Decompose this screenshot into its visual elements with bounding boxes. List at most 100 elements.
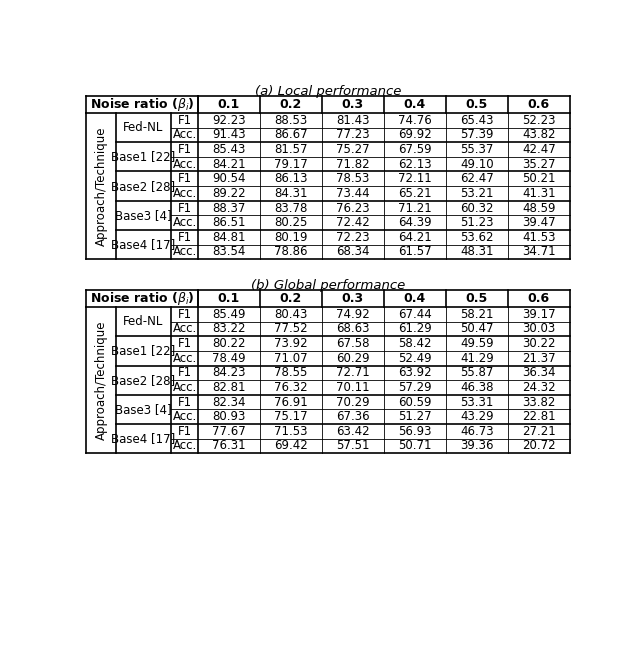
Text: Noise ratio ($\beta_i$): Noise ratio ($\beta_i$) [90, 290, 195, 307]
Text: 74.76: 74.76 [398, 114, 431, 127]
Text: 77.52: 77.52 [274, 322, 308, 335]
Text: 42.47: 42.47 [522, 143, 556, 156]
Text: 0.1: 0.1 [218, 98, 240, 111]
Text: 78.86: 78.86 [274, 245, 308, 258]
Text: 83.78: 83.78 [274, 202, 307, 215]
Text: F1: F1 [177, 395, 192, 409]
Text: 39.36: 39.36 [460, 440, 493, 453]
Text: 50.21: 50.21 [522, 172, 556, 185]
Text: 76.23: 76.23 [336, 202, 370, 215]
Text: 60.29: 60.29 [336, 352, 370, 364]
Text: 48.31: 48.31 [460, 245, 493, 258]
Text: 34.71: 34.71 [522, 245, 556, 258]
Text: 65.43: 65.43 [460, 114, 493, 127]
Text: 41.53: 41.53 [522, 231, 556, 244]
Text: 70.29: 70.29 [336, 395, 370, 409]
Text: 0.4: 0.4 [404, 292, 426, 305]
Text: 73.92: 73.92 [274, 337, 308, 350]
Text: 53.62: 53.62 [460, 231, 493, 244]
Text: 57.51: 57.51 [336, 440, 369, 453]
Text: 86.67: 86.67 [274, 129, 308, 142]
Text: Acc.: Acc. [173, 158, 196, 171]
Text: Approach/Technique: Approach/Technique [95, 320, 108, 440]
Text: 0.5: 0.5 [466, 98, 488, 111]
Text: Base2 [28]: Base2 [28] [111, 374, 175, 387]
Text: F1: F1 [177, 172, 192, 185]
Text: F1: F1 [177, 114, 192, 127]
Text: 39.47: 39.47 [522, 216, 556, 229]
Text: 27.21: 27.21 [522, 425, 556, 438]
Text: 62.47: 62.47 [460, 172, 493, 185]
Text: 61.57: 61.57 [398, 245, 431, 258]
Text: 67.58: 67.58 [336, 337, 369, 350]
Text: 77.67: 77.67 [212, 425, 246, 438]
Text: (a) Local performance: (a) Local performance [255, 85, 401, 98]
Text: 39.17: 39.17 [522, 308, 556, 321]
Text: 0.1: 0.1 [218, 292, 240, 305]
Text: 68.34: 68.34 [336, 245, 369, 258]
Text: 70.11: 70.11 [336, 381, 370, 394]
Text: 41.29: 41.29 [460, 352, 493, 364]
Text: (b) Global performance: (b) Global performance [251, 279, 405, 293]
Text: 90.54: 90.54 [212, 172, 246, 185]
Text: 50.47: 50.47 [460, 322, 493, 335]
Text: 77.23: 77.23 [336, 129, 370, 142]
Text: 60.59: 60.59 [398, 395, 431, 409]
Text: Fed-NL: Fed-NL [124, 121, 164, 134]
Text: Acc.: Acc. [173, 216, 196, 229]
Text: 82.81: 82.81 [212, 381, 246, 394]
Text: 67.44: 67.44 [398, 308, 431, 321]
Text: F1: F1 [177, 308, 192, 321]
Text: 72.23: 72.23 [336, 231, 370, 244]
Text: 69.92: 69.92 [398, 129, 431, 142]
Text: 84.31: 84.31 [274, 187, 308, 200]
Text: 88.53: 88.53 [274, 114, 307, 127]
Text: 68.63: 68.63 [336, 322, 369, 335]
Text: F1: F1 [177, 202, 192, 215]
Text: 53.21: 53.21 [460, 187, 493, 200]
Text: F1: F1 [177, 366, 192, 380]
Text: Base3 [4]: Base3 [4] [115, 209, 172, 222]
Text: 67.59: 67.59 [398, 143, 431, 156]
Text: 92.23: 92.23 [212, 114, 246, 127]
Text: Noise ratio ($\beta_i$): Noise ratio ($\beta_i$) [90, 96, 195, 113]
Text: 55.37: 55.37 [460, 143, 493, 156]
Text: 69.42: 69.42 [274, 440, 308, 453]
Text: 48.59: 48.59 [522, 202, 556, 215]
Text: 86.51: 86.51 [212, 216, 246, 229]
Text: 91.43: 91.43 [212, 129, 246, 142]
Text: 21.37: 21.37 [522, 352, 556, 364]
Text: 36.34: 36.34 [522, 366, 556, 380]
Text: Base1 [22]: Base1 [22] [111, 345, 175, 357]
Text: 88.37: 88.37 [212, 202, 246, 215]
Text: 50.71: 50.71 [398, 440, 431, 453]
Text: 81.43: 81.43 [336, 114, 369, 127]
Text: Acc.: Acc. [173, 187, 196, 200]
Text: Approach/Technique: Approach/Technique [95, 127, 108, 246]
Text: 0.6: 0.6 [528, 292, 550, 305]
Text: 80.93: 80.93 [212, 410, 246, 423]
Text: Base4 [17]: Base4 [17] [111, 238, 175, 251]
Text: 43.82: 43.82 [522, 129, 556, 142]
Text: Acc.: Acc. [173, 410, 196, 423]
Text: 58.21: 58.21 [460, 308, 493, 321]
Text: 71.07: 71.07 [274, 352, 308, 364]
Text: 63.42: 63.42 [336, 425, 370, 438]
Text: 52.23: 52.23 [522, 114, 556, 127]
Text: 71.53: 71.53 [274, 425, 308, 438]
Text: 22.81: 22.81 [522, 410, 556, 423]
Text: 74.92: 74.92 [336, 308, 370, 321]
Text: 24.32: 24.32 [522, 381, 556, 394]
Text: Acc.: Acc. [173, 245, 196, 258]
Text: 49.10: 49.10 [460, 158, 493, 171]
Text: Base3 [4]: Base3 [4] [115, 403, 172, 416]
Text: 89.22: 89.22 [212, 187, 246, 200]
Text: 83.22: 83.22 [212, 322, 246, 335]
Text: 33.82: 33.82 [522, 395, 556, 409]
Text: 63.92: 63.92 [398, 366, 431, 380]
Text: 73.44: 73.44 [336, 187, 370, 200]
Text: 79.17: 79.17 [274, 158, 308, 171]
Text: 86.13: 86.13 [274, 172, 308, 185]
Text: 30.22: 30.22 [522, 337, 556, 350]
Text: 67.36: 67.36 [336, 410, 370, 423]
